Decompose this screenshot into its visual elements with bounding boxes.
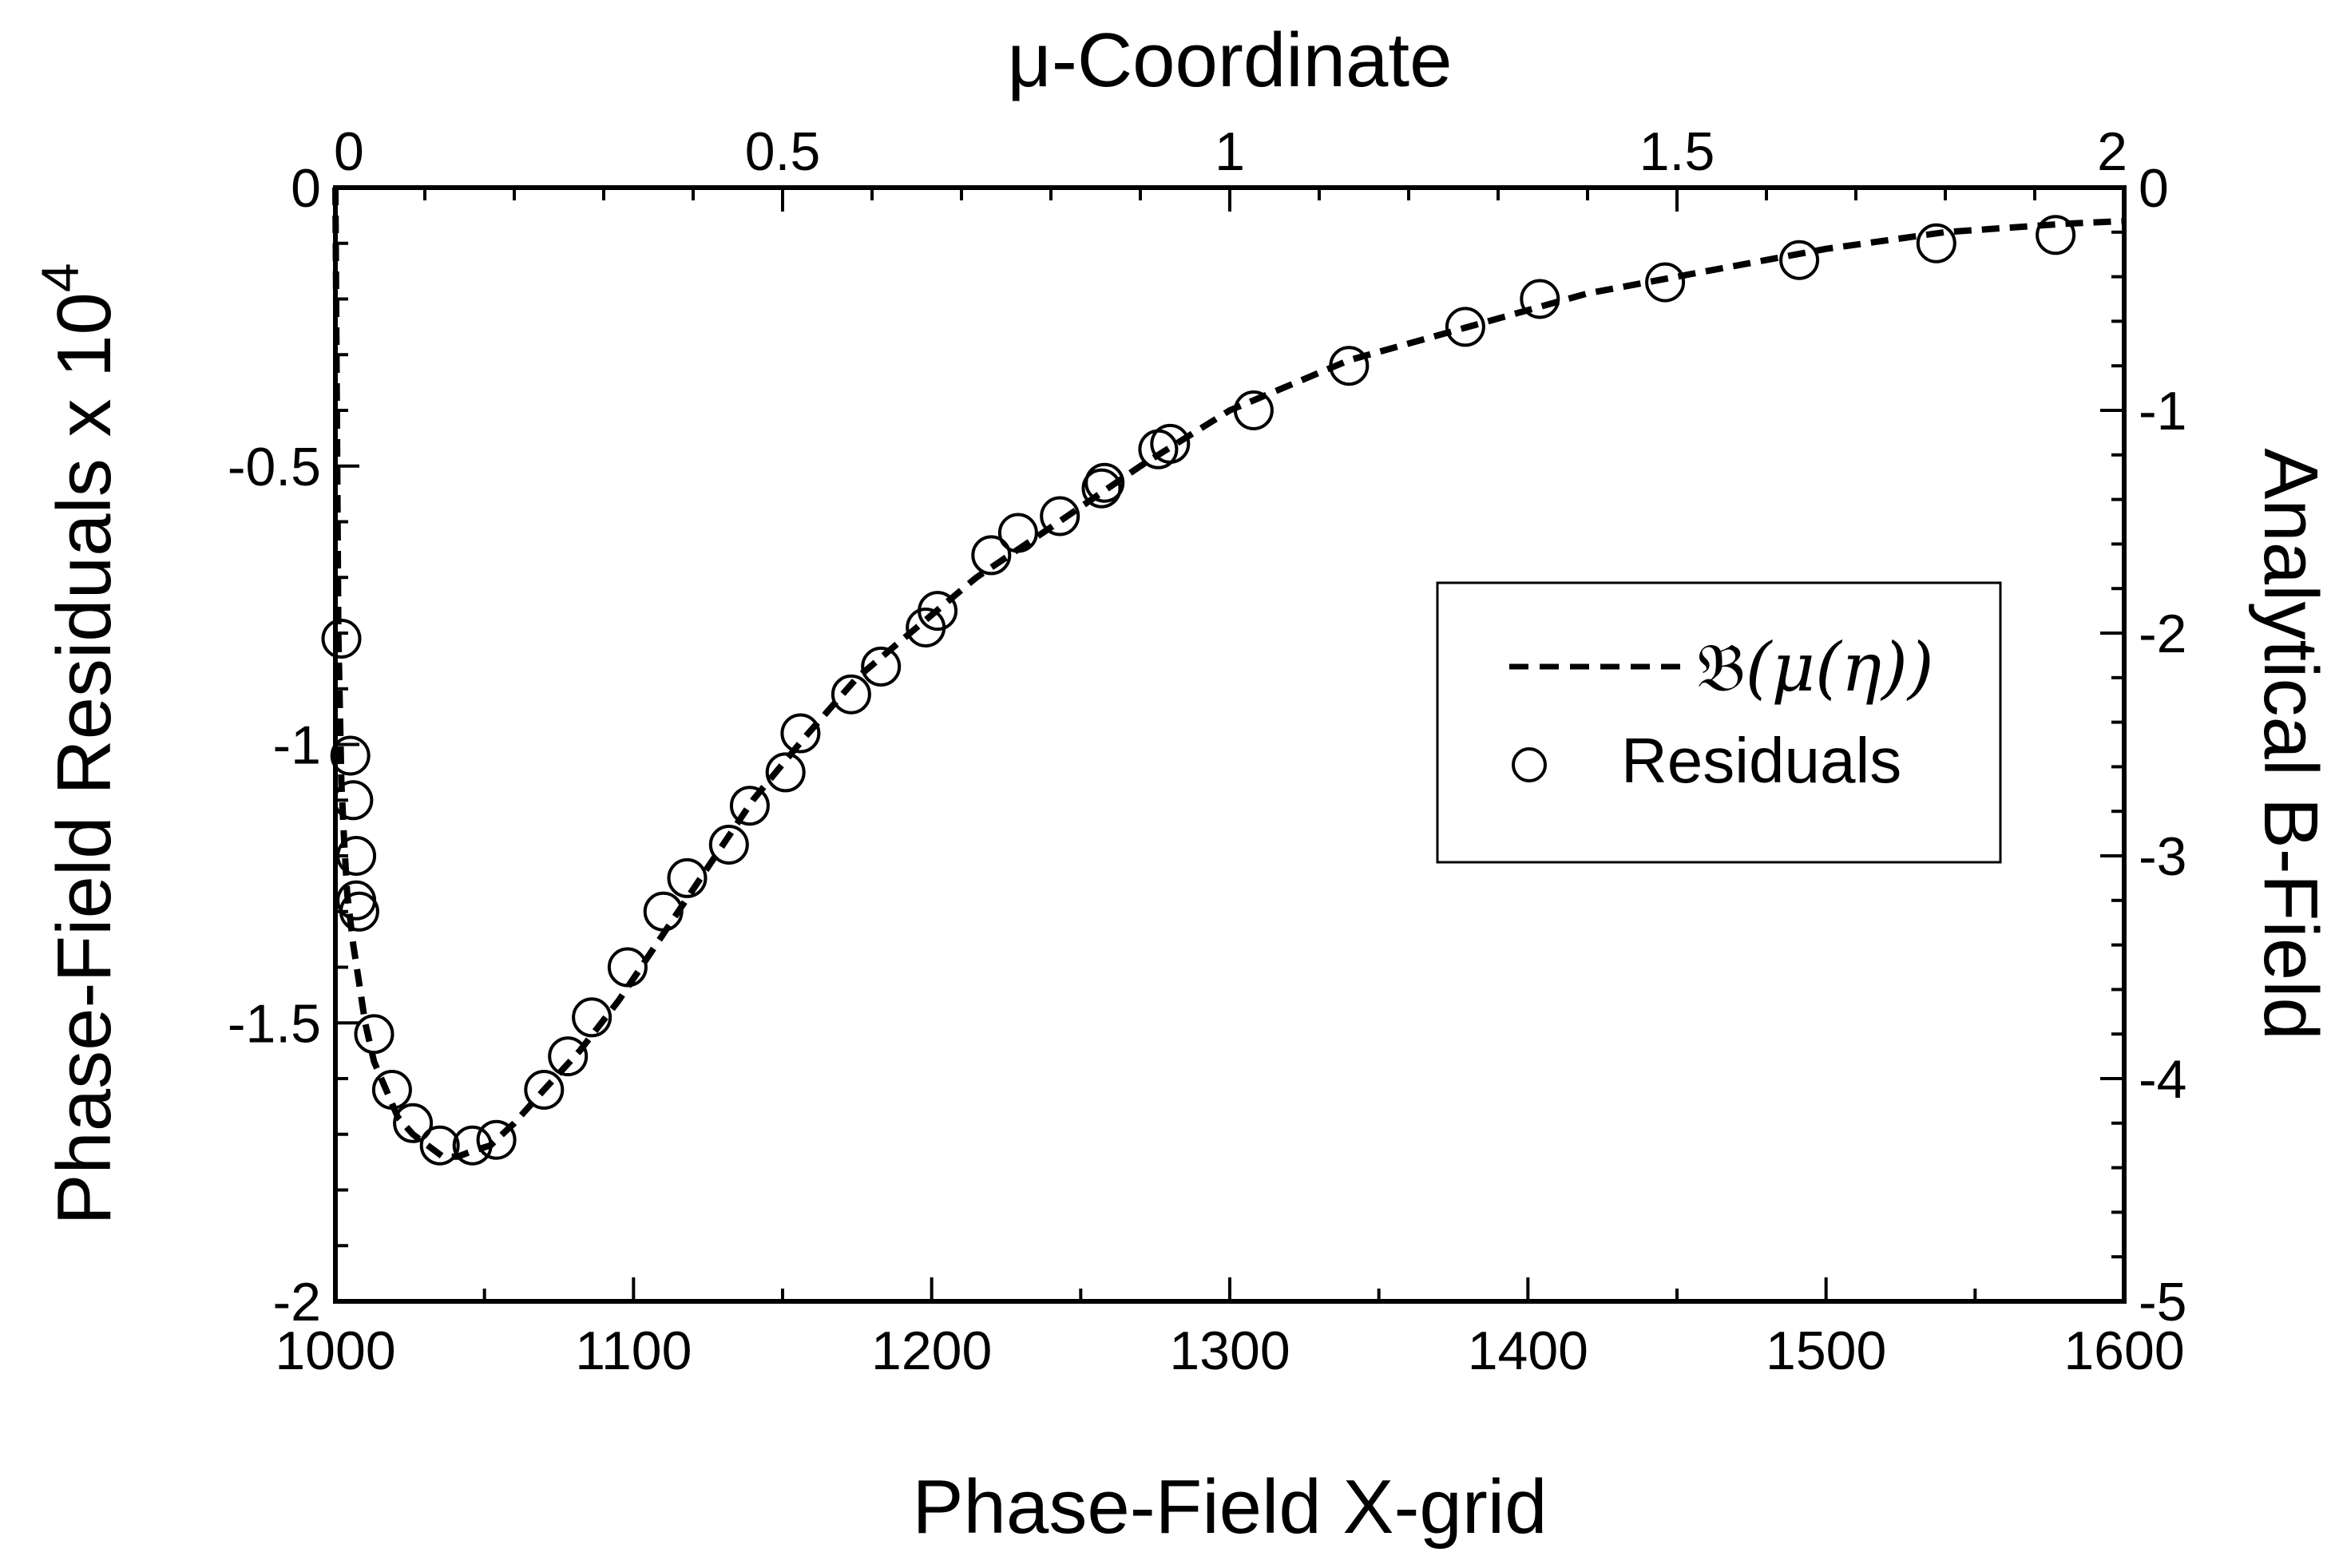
residual-point bbox=[1150, 423, 1191, 464]
legend-box bbox=[1436, 581, 2002, 864]
y2-axis-title: Analytical B-Field bbox=[2248, 448, 2333, 1040]
residual-point bbox=[607, 947, 648, 988]
residual-point bbox=[780, 713, 821, 754]
residual-point bbox=[524, 1070, 565, 1110]
y2-tick-label: -3 bbox=[2139, 826, 2186, 887]
analytical-b-field-line bbox=[332, 187, 2125, 1160]
tick-marks bbox=[334, 186, 2126, 1303]
svg-text:Analytical B-Field: Analytical B-Field bbox=[2248, 448, 2333, 1040]
residual-point bbox=[321, 619, 362, 659]
residual-point bbox=[339, 891, 379, 932]
legend-line-label: 𝔅(μ(η)) bbox=[1697, 628, 1934, 707]
residual-point bbox=[861, 646, 902, 687]
x2-tick-label: 1.5 bbox=[1639, 121, 1715, 182]
residual-point bbox=[997, 513, 1038, 553]
legend: 𝔅(μ(η)) Residuals bbox=[1436, 581, 2002, 864]
y2-tick-label: -5 bbox=[2139, 1272, 2186, 1332]
x-tick-label: 1100 bbox=[575, 1321, 692, 1381]
y-tick-label: -2 bbox=[273, 1272, 321, 1332]
residual-point bbox=[452, 1125, 493, 1166]
x-tick-label: 1600 bbox=[2063, 1321, 2184, 1381]
x2-tick-label: 2 bbox=[2097, 121, 2127, 182]
residual-point bbox=[1081, 468, 1122, 509]
residual-point bbox=[1916, 223, 1956, 263]
residual-point bbox=[1645, 262, 1686, 303]
residual-point bbox=[548, 1036, 589, 1077]
residual-point bbox=[1520, 279, 1560, 319]
y2-tick-label: -2 bbox=[2139, 604, 2186, 664]
y-axis-title: Phase-Field Residuals x 104 bbox=[30, 263, 127, 1225]
residual-point bbox=[729, 786, 770, 826]
residual-point bbox=[1445, 307, 1485, 347]
y-tick-label: -1 bbox=[273, 715, 321, 776]
x-axis-title: Phase-Field X-grid bbox=[913, 1464, 1548, 1550]
residual-point bbox=[419, 1125, 460, 1166]
x-tick-label: 1400 bbox=[1468, 1321, 1588, 1381]
residual-point bbox=[393, 1103, 434, 1143]
y2-tick-label: 0 bbox=[2139, 158, 2169, 219]
residual-point bbox=[1040, 496, 1080, 537]
x2-tick-label: 0.5 bbox=[745, 121, 821, 182]
residual-point bbox=[333, 780, 374, 821]
residual-point bbox=[667, 857, 708, 898]
svg-text:Phase-Field Residuals x 104: Phase-Field Residuals x 104 bbox=[30, 263, 127, 1225]
x-tick-label: 1000 bbox=[275, 1321, 395, 1381]
residual-point bbox=[336, 836, 377, 876]
residual-point bbox=[2036, 215, 2076, 255]
x-tick-label: 1300 bbox=[1169, 1321, 1290, 1381]
residual-point bbox=[572, 997, 612, 1038]
residual-point bbox=[643, 891, 684, 932]
residual-point bbox=[765, 752, 806, 793]
y-tick-label: -0.5 bbox=[228, 437, 321, 497]
y-tick-label: -1.5 bbox=[228, 993, 321, 1054]
residual-point bbox=[1233, 390, 1274, 430]
residual-point bbox=[1084, 462, 1125, 503]
legend-marker-label: Residuals bbox=[1621, 725, 1901, 796]
legend-line-label-script: 𝔅 bbox=[1697, 628, 1746, 707]
legend-circle-marker bbox=[1512, 747, 1547, 782]
y2-tick-label: -1 bbox=[2139, 381, 2186, 441]
x2-axis-title: μ-Coordinate bbox=[1008, 18, 1453, 103]
residual-point bbox=[354, 1014, 394, 1055]
y-axis-title-exponent: 4 bbox=[30, 263, 89, 292]
y-axis-title-main: Phase-Field Residuals x 10 bbox=[42, 292, 127, 1225]
x-tick-label: 1200 bbox=[871, 1321, 992, 1381]
x2-tick-label: 1 bbox=[1215, 121, 1245, 182]
y2-tick-label: -4 bbox=[2139, 1049, 2186, 1110]
residual-point bbox=[971, 535, 1012, 576]
residual-point bbox=[1779, 240, 1820, 280]
legend-line-label-args: (μ(η)) bbox=[1746, 628, 1934, 707]
residual-point bbox=[476, 1119, 517, 1160]
y-tick-label: 0 bbox=[291, 158, 321, 219]
residual-point bbox=[330, 735, 371, 776]
residual-point bbox=[1329, 346, 1370, 386]
x-tick-label: 1500 bbox=[1766, 1321, 1886, 1381]
residual-point bbox=[918, 591, 958, 632]
residual-point bbox=[831, 674, 871, 715]
residual-point bbox=[708, 825, 749, 865]
x2-tick-label: 0 bbox=[334, 121, 364, 182]
residual-point bbox=[371, 1070, 412, 1110]
series-layer bbox=[321, 187, 2125, 1166]
